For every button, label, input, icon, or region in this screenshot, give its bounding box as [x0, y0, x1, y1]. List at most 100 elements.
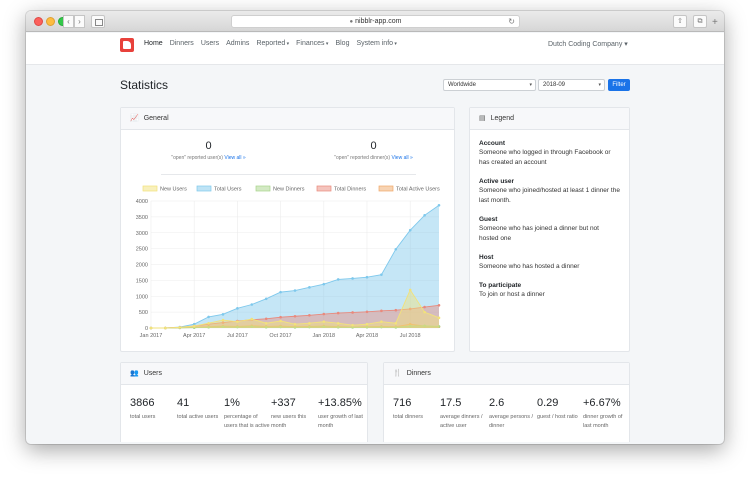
reported-users-value: 0	[205, 140, 212, 152]
users-card-title: Users	[143, 370, 162, 377]
users-stat: 3866 total users	[130, 397, 176, 422]
dinners-stat: 2.6 average persons / dinner	[489, 397, 535, 431]
data-point	[250, 317, 254, 321]
new-tab-icon[interactable]: +	[712, 17, 718, 28]
users-stat: 1% percentage of users that is active	[224, 397, 270, 431]
data-point	[293, 326, 297, 329]
stat-label: total dinners	[393, 414, 423, 420]
data-point	[380, 320, 383, 323]
sidebar-toggle-icon[interactable]	[91, 15, 105, 28]
legend-label: New Dinners	[273, 187, 305, 193]
data-point	[437, 303, 441, 307]
legend-swatch	[316, 185, 332, 192]
stat-value: 17.5	[440, 397, 462, 409]
data-point	[192, 322, 196, 326]
x-tick-label: Apr 2017	[183, 333, 205, 339]
url-text: nibblr-app.com	[355, 18, 402, 25]
y-tick-label: 500	[139, 310, 148, 316]
close-window-button[interactable]	[34, 17, 43, 26]
x-tick-label: Oct 2017	[269, 333, 291, 339]
view-all-reported-dinners-link[interactable]: View all »	[391, 155, 413, 161]
stat-label: total active users	[177, 414, 219, 420]
back-button[interactable]: ‹	[63, 15, 74, 28]
nav-dinners[interactable]: Dinners	[169, 40, 194, 47]
company-dropdown[interactable]: Dutch Coding Company ▾	[548, 41, 628, 48]
y-tick-label: 3500	[136, 215, 148, 221]
users-card-header: 👥 Users	[121, 363, 367, 385]
data-point	[365, 322, 369, 326]
page-title: Statistics	[120, 78, 169, 92]
stat-label: dinner growth of last month	[583, 414, 623, 429]
data-point	[293, 322, 297, 326]
address-bar[interactable]: ● nibblr-app.com ↻	[231, 15, 520, 28]
dinners-stat: +6.67% dinner growth of last month	[583, 397, 629, 431]
app-logo[interactable]	[120, 38, 134, 52]
users-stat: +337 new users this month	[271, 397, 317, 431]
browser-toolbar: ‹ › ● nibblr-app.com ↻ ⇧ ⧉ +	[26, 11, 724, 32]
reload-icon[interactable]: ↻	[508, 17, 515, 26]
data-point	[221, 313, 225, 316]
stat-value: 3866	[130, 397, 155, 409]
chevron-down-icon: ▾	[598, 82, 601, 88]
series-area	[151, 289, 439, 328]
view-all-reported-users-link[interactable]: View all »	[224, 155, 246, 161]
general-card-title: General	[143, 115, 169, 122]
data-point	[365, 275, 369, 279]
data-point	[236, 320, 239, 323]
general-card: 📈 General 0 "open" reported user(s) View …	[120, 107, 455, 352]
stat-label: average dinners / active user	[440, 414, 483, 429]
stat-label: average persons / dinner	[489, 414, 534, 429]
y-tick-label: 0	[145, 326, 148, 332]
legend-term: To participate	[479, 282, 522, 289]
statistics-chart: 0 500 1000 1500 2000 2500 3000 3500 4000 Jan 2017…	[136, 185, 441, 339]
stat-value: 1%	[224, 397, 240, 409]
cutlery-icon: 🍴	[393, 370, 402, 377]
legend-term: Account	[479, 140, 505, 147]
nav-system-info-dropdown[interactable]: System info	[356, 40, 396, 47]
stat-label: guest / host ratio	[537, 414, 578, 420]
users-stat: +13.85% user growth of last month	[318, 397, 364, 431]
x-tick-label: Apr 2018	[356, 333, 378, 339]
data-point	[423, 305, 426, 309]
data-point	[322, 320, 326, 323]
data-point	[336, 278, 340, 281]
tabs-icon[interactable]: ⧉	[693, 15, 707, 28]
data-point	[207, 315, 210, 319]
month-select[interactable]: 2018-09 ▾	[538, 79, 605, 91]
minimize-window-button[interactable]	[46, 17, 55, 26]
share-icon[interactable]: ⇧	[673, 15, 687, 28]
dinners-card-header: 🍴 Dinners	[384, 363, 629, 385]
x-tick-label: Jul 2017	[227, 333, 248, 339]
data-point	[250, 303, 254, 306]
legend-item: Guest Someone who has joined a dinner bu…	[479, 215, 620, 244]
nav-reported-dropdown[interactable]: Reported	[256, 40, 289, 47]
data-point	[408, 307, 412, 311]
stat-value: 41	[177, 397, 190, 409]
data-point	[322, 312, 326, 316]
nav-home[interactable]: Home	[144, 40, 163, 47]
nav-admins[interactable]: Admins	[226, 40, 250, 47]
dinners-card: 🍴 Dinners 716 total dinners 17.5 average …	[383, 362, 630, 444]
filter-button[interactable]: Filter	[608, 79, 630, 91]
data-point	[408, 288, 412, 292]
region-select[interactable]: Worldwide ▾	[443, 79, 536, 91]
data-point	[192, 324, 196, 328]
legend-swatch	[378, 185, 394, 192]
forward-button[interactable]: ›	[74, 15, 85, 28]
stat-value: 2.6	[489, 397, 505, 409]
stat-label: new users this month	[271, 414, 307, 429]
nav-users[interactable]: Users	[200, 40, 220, 47]
general-card-header: 📈 General	[121, 108, 454, 130]
divider	[161, 174, 416, 175]
data-point	[351, 277, 354, 280]
nav-blog[interactable]: Blog	[335, 40, 350, 47]
data-point	[351, 323, 354, 327]
stat-value: +13.85%	[318, 397, 362, 409]
month-select-value: 2018-09	[543, 82, 566, 88]
data-point	[221, 318, 225, 322]
stat-label: user growth of last month	[318, 414, 363, 429]
legend-term: Host	[479, 254, 494, 261]
data-point	[178, 326, 182, 329]
nav-finances-dropdown[interactable]: Finances	[296, 40, 328, 47]
legend-item: Host Someone who has hosted a dinner	[479, 253, 620, 272]
